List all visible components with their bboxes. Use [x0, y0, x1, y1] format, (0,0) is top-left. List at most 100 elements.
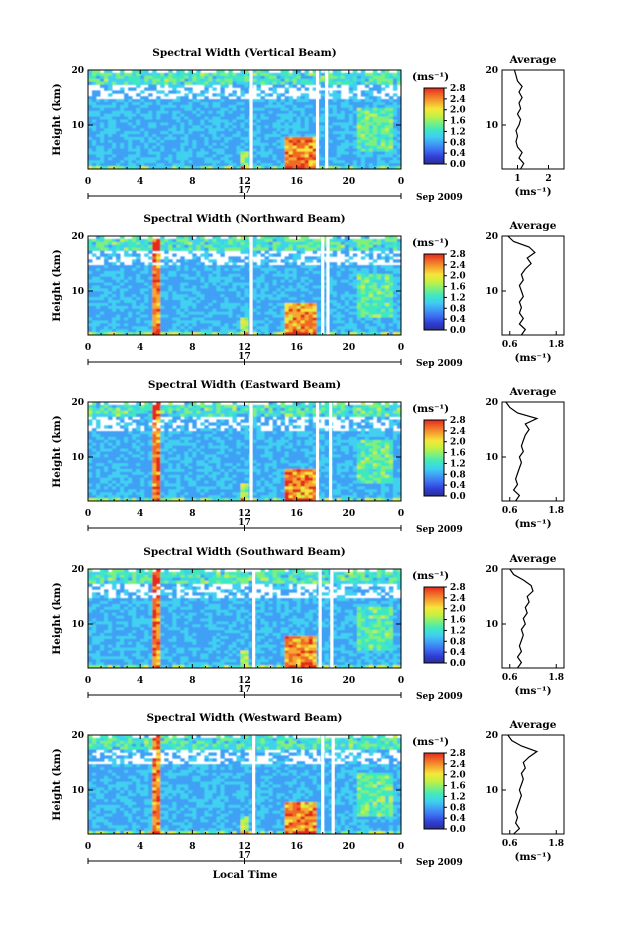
x-tick-label: 20	[343, 177, 356, 187]
x-tick-label: 0	[85, 842, 91, 852]
panel-0: Spectral Width (Vertical Beam)0 4 8 12 16 20 0…	[51, 47, 565, 203]
avg-frame	[501, 69, 565, 170]
heatmap	[88, 236, 402, 336]
colorbar-tick-label: 0.0	[450, 326, 466, 336]
y-axis-label: Height (km)	[51, 83, 63, 155]
data-gap	[331, 735, 335, 834]
x-tick-label: 0	[85, 676, 91, 686]
avg-frame	[501, 734, 565, 835]
data-gap	[249, 70, 253, 169]
avg-x-tick-label: 0.6	[502, 673, 518, 683]
colorbar-tick-label: 2.4	[450, 95, 466, 105]
data-gap	[326, 236, 330, 335]
x-tick-label: 8	[189, 509, 195, 519]
avg-frame	[501, 401, 565, 502]
avg-frame	[501, 568, 565, 669]
y-axis-label: Height (km)	[51, 415, 63, 487]
avg-y-tick-label: 20	[485, 565, 498, 575]
avg-x-tick-label: 1.8	[548, 673, 564, 683]
colorbar-tick-label: 0.4	[450, 481, 466, 491]
colorbar	[424, 753, 444, 829]
panel-title: Spectral Width (Southward Beam)	[143, 546, 345, 558]
colorbar	[424, 88, 444, 164]
colorbar-tick-label: 0.4	[450, 315, 466, 325]
colorbar-tick-label: 1.6	[450, 117, 466, 127]
avg-y-tick-label: 10	[485, 453, 498, 463]
x-tick-label: 20	[343, 676, 356, 686]
colorbar-tick-label: 0.8	[450, 470, 466, 480]
colorbar-tick-label: 0.8	[450, 637, 466, 647]
colorbar-unit: (ms⁻¹)	[412, 403, 449, 415]
date-label: Sep 2009	[416, 692, 463, 702]
avg-x-tick-label: 1	[514, 174, 520, 184]
avg-profile-line	[507, 734, 539, 835]
x-axis-label: Local Time	[213, 869, 278, 881]
colorbar-tick-label: 2.4	[450, 594, 466, 604]
avg-profile-line	[509, 568, 534, 669]
avg-x-unit: (ms⁻¹)	[514, 186, 551, 198]
colorbar-tick-label: 2.8	[450, 583, 466, 593]
x-tick-label: 0	[85, 343, 91, 353]
x-tick-label: 4	[137, 676, 143, 686]
colorbar-tick-label: 0.0	[450, 160, 466, 170]
avg-frame	[501, 235, 565, 336]
day-label: 17	[238, 518, 251, 528]
colorbar-tick-label: 0.4	[450, 814, 466, 824]
y-tick-label: 10	[71, 121, 84, 131]
data-gap	[321, 236, 325, 335]
avg-profile-line	[513, 69, 525, 170]
panel-title: Spectral Width (Westward Beam)	[146, 712, 342, 724]
x-tick-label: 20	[343, 343, 356, 353]
colorbar-tick-label: 1.2	[450, 459, 466, 469]
x-tick-label: 16	[290, 343, 303, 353]
date-label: Sep 2009	[416, 193, 463, 203]
data-gap	[325, 70, 329, 169]
data-gap	[249, 236, 253, 335]
colorbar-tick-label: 1.6	[450, 449, 466, 459]
colorbar-frame	[423, 419, 445, 497]
colorbar-tick-label: 2.0	[450, 106, 466, 116]
colorbar-tick-label: 2.4	[450, 261, 466, 271]
heatmap	[88, 402, 402, 502]
y-axis-label: Height (km)	[51, 582, 63, 654]
colorbar-tick-label: 2.8	[450, 250, 466, 260]
x-tick-label: 8	[189, 842, 195, 852]
avg-y-tick-label: 20	[485, 731, 498, 741]
avg-x-tick-label: 0.6	[502, 506, 518, 516]
x-tick-label: 0	[398, 842, 404, 852]
x-tick-label: 12	[238, 676, 251, 686]
avg-title: Average	[509, 220, 557, 232]
avg-title: Average	[509, 54, 557, 66]
y-tick-label: 20	[71, 232, 84, 242]
colorbar-tick-label: 0.0	[450, 492, 466, 502]
data-gap	[328, 402, 333, 501]
x-tick-label: 16	[290, 177, 303, 187]
colorbar-tick-label: 0.4	[450, 648, 466, 658]
panel-4: Spectral Width (Westward Beam) 0 4 8 12 16 20 0…	[51, 712, 565, 868]
colorbar-tick-label: 2.4	[450, 760, 466, 770]
y-tick-label: 10	[71, 620, 84, 630]
colorbar-tick-label: 2.8	[450, 84, 466, 94]
avg-x-unit: (ms⁻¹)	[514, 352, 551, 364]
colorbar-unit: (ms⁻¹)	[412, 71, 449, 83]
x-tick-label: 0	[398, 676, 404, 686]
y-tick-label: 10	[71, 287, 84, 297]
y-tick-label: 10	[71, 453, 84, 463]
colorbar	[424, 587, 444, 663]
avg-title: Average	[509, 386, 557, 398]
data-gap	[252, 735, 256, 834]
avg-y-tick-label: 20	[485, 232, 498, 242]
x-tick-label: 8	[189, 343, 195, 353]
colorbar-tick-label: 2.0	[450, 605, 466, 615]
avg-x-unit: (ms⁻¹)	[514, 851, 551, 863]
day-label: 17	[238, 352, 251, 362]
x-tick-label: 0	[398, 343, 404, 353]
y-tick-label: 20	[71, 398, 84, 408]
colorbar-tick-label: 1.6	[450, 283, 466, 293]
avg-x-tick-label: 0.6	[502, 839, 518, 849]
panel-title: Spectral Width (Vertical Beam)	[152, 47, 336, 59]
colorbar	[424, 420, 444, 496]
colorbar-tick-label: 1.6	[450, 782, 466, 792]
avg-x-tick-label: 2	[545, 174, 551, 184]
